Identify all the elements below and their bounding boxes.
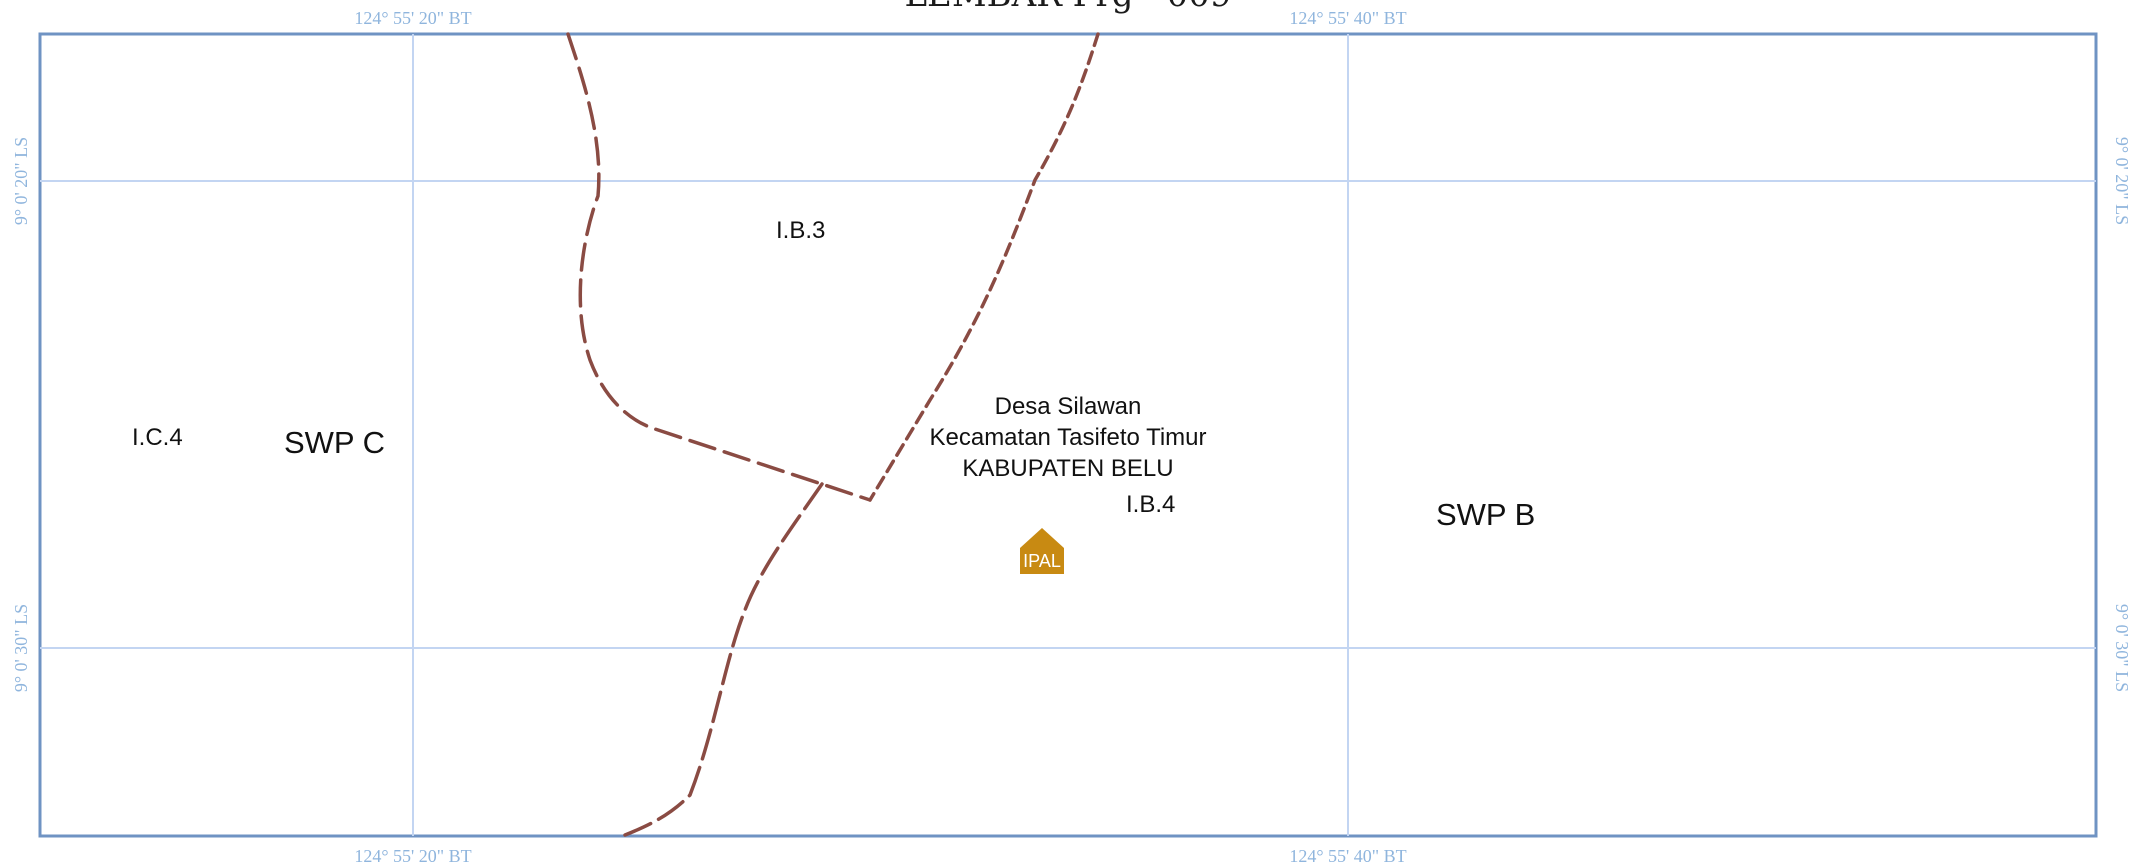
boundary-line-south [623, 482, 824, 837]
coordinate-labels: 124° 55' 20" BT 124° 55' 40" BT 124° 55'… [11, 8, 2132, 866]
label-swp-b: SWP B [1436, 497, 1535, 532]
coord-right-upper: 9° 0' 20" LS [2112, 137, 2132, 225]
coord-right-lower: 9° 0' 30" LS [2112, 604, 2132, 692]
label-ic4: I.C.4 [132, 424, 183, 451]
coord-left-lower: 9° 0' 30" LS [11, 604, 31, 692]
label-swp-c: SWP C [284, 425, 385, 460]
place-labels: I.B.3 I.C.4 SWP C Desa Silawan Kecamatan… [132, 217, 1535, 532]
label-kecamatan: Kecamatan Tasifeto Timur [929, 424, 1206, 451]
ipal-marker-shape [1020, 528, 1064, 574]
coord-bottom-left: 124° 55' 20" BT [354, 846, 471, 866]
house-marker-icon[interactable]: IPAL [1020, 528, 1064, 574]
label-ib4: I.B.4 [1126, 491, 1175, 518]
coord-top-right: 124° 55' 40" BT [1289, 8, 1406, 28]
coord-top-left: 124° 55' 20" BT [354, 8, 471, 28]
coord-bottom-right: 124° 55' 40" BT [1289, 846, 1406, 866]
graticule-grid [40, 34, 2096, 836]
boundary-line-west [566, 32, 872, 502]
label-ib3: I.B.3 [776, 217, 825, 244]
ipal-label: IPAL [1023, 551, 1061, 571]
label-kabupaten: KABUPATEN BELU [962, 455, 1173, 482]
label-desa: Desa Silawan [995, 393, 1142, 420]
boundary-line-east [868, 32, 1100, 502]
coord-left-upper: 9° 0' 20" LS [11, 137, 31, 225]
boundary-lines [566, 32, 1100, 837]
map-frame [38, 32, 2098, 838]
sheet-title: LEMBAR Prg - 009 [904, 0, 1231, 15]
